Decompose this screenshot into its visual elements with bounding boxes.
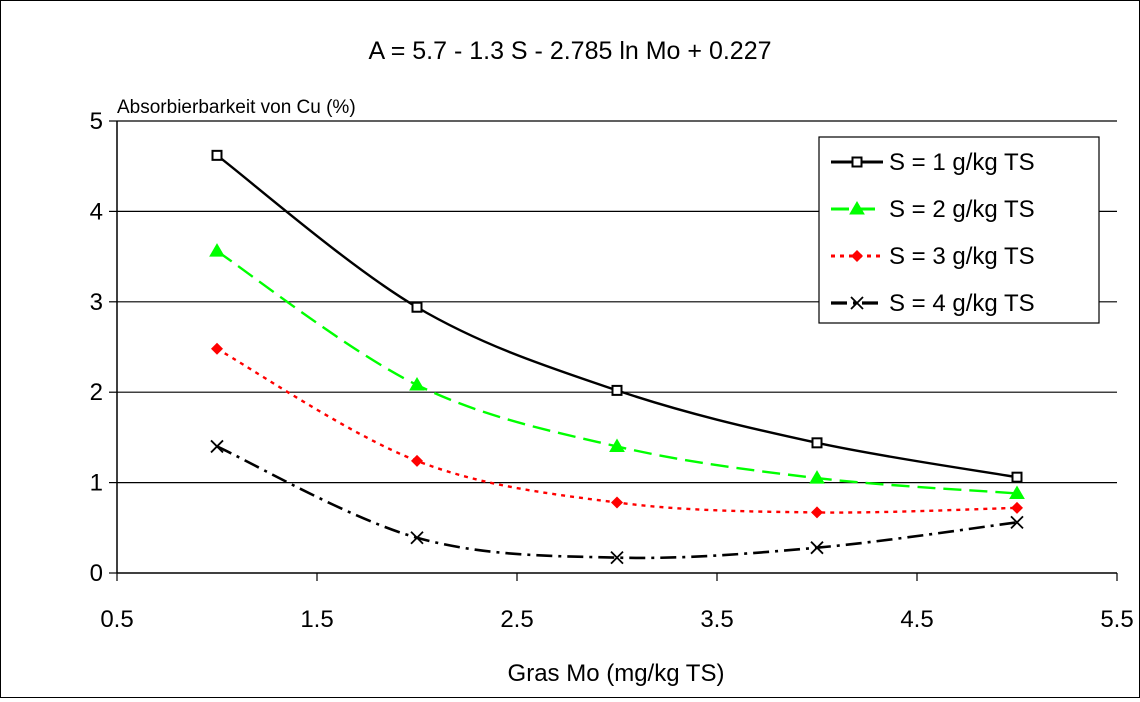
data-point <box>209 243 225 257</box>
x-tick-label: 4.5 <box>900 606 933 633</box>
y-tick-label: 5 <box>90 108 103 135</box>
data-point <box>411 454 423 467</box>
data-point <box>1011 501 1023 514</box>
legend-label: S = 1 g/kg TS <box>889 149 1035 176</box>
chart-title: A = 5.7 - 1.3 S - 2.785 ln Mo + 0.227 <box>368 37 771 65</box>
legend: S = 1 g/kg TS S = 2 g/kg TS S = 3 g/kg TS S… <box>818 136 1100 324</box>
y-tick-label: 4 <box>90 198 103 225</box>
legend-label: S = 4 g/kg TS <box>889 290 1035 317</box>
marker-stroke <box>610 550 624 565</box>
series-layer <box>209 149 1025 565</box>
data-point <box>410 531 424 545</box>
marker-stroke <box>1010 515 1024 530</box>
legend-label: S = 3 g/kg TS <box>889 243 1035 270</box>
marker-stroke <box>410 531 424 545</box>
x-tick-label: 0.5 <box>100 606 133 633</box>
data-point <box>809 470 825 484</box>
y-axis-label: Absorbierbarkeit von Cu (%) <box>117 97 356 118</box>
legend-marker <box>851 156 863 168</box>
data-point <box>810 541 824 555</box>
data-point <box>210 439 224 454</box>
legend-entry: S = 3 g/kg TS <box>831 243 1035 270</box>
y-tick-label: 1 <box>90 470 103 497</box>
data-point <box>1010 515 1024 530</box>
series-line <box>216 347 1018 514</box>
x-tick-label: 3.5 <box>700 606 733 633</box>
marker-stroke <box>850 296 864 310</box>
legend-marker <box>849 201 865 215</box>
series-1 <box>211 149 1023 483</box>
data-point <box>1009 485 1025 499</box>
data-point <box>211 342 223 355</box>
y-tick-label: 3 <box>90 289 103 316</box>
series-2 <box>209 243 1025 499</box>
data-point <box>411 301 423 313</box>
series-3 <box>211 342 1023 519</box>
data-point <box>409 376 425 391</box>
series-4 <box>210 439 1024 565</box>
y-tick-label: 2 <box>90 379 103 406</box>
legend-entry: S = 4 g/kg TS <box>831 290 1035 317</box>
legend-box <box>818 136 1100 324</box>
legend-marker <box>851 250 863 262</box>
data-point <box>211 149 223 161</box>
marker-stroke <box>210 439 224 454</box>
data-point <box>811 437 823 449</box>
y-tick-label: 0 <box>90 560 103 587</box>
data-point <box>610 550 624 565</box>
data-point <box>609 438 625 452</box>
x-tick-label: 2.5 <box>500 606 533 633</box>
data-point <box>611 384 623 396</box>
data-point <box>811 506 823 519</box>
series-line <box>216 445 1018 560</box>
legend-entry: S = 2 g/kg TS <box>831 196 1035 223</box>
legend-label: S = 2 g/kg TS <box>889 196 1035 223</box>
x-tick-label: 5.5 <box>1100 606 1133 633</box>
x-axis-label: Gras Mo (mg/kg TS) <box>508 660 725 687</box>
axes: 0 1 2 3 4 5 0.5 1.5 2.5 3.5 4.5 5.5 <box>90 108 1134 633</box>
x-tick-label: 1.5 <box>300 606 333 633</box>
legend-entry: S = 1 g/kg TS <box>831 149 1035 176</box>
data-point <box>611 496 623 509</box>
legend-marker <box>850 296 864 310</box>
marker-stroke <box>810 541 824 555</box>
data-point <box>1011 471 1023 483</box>
